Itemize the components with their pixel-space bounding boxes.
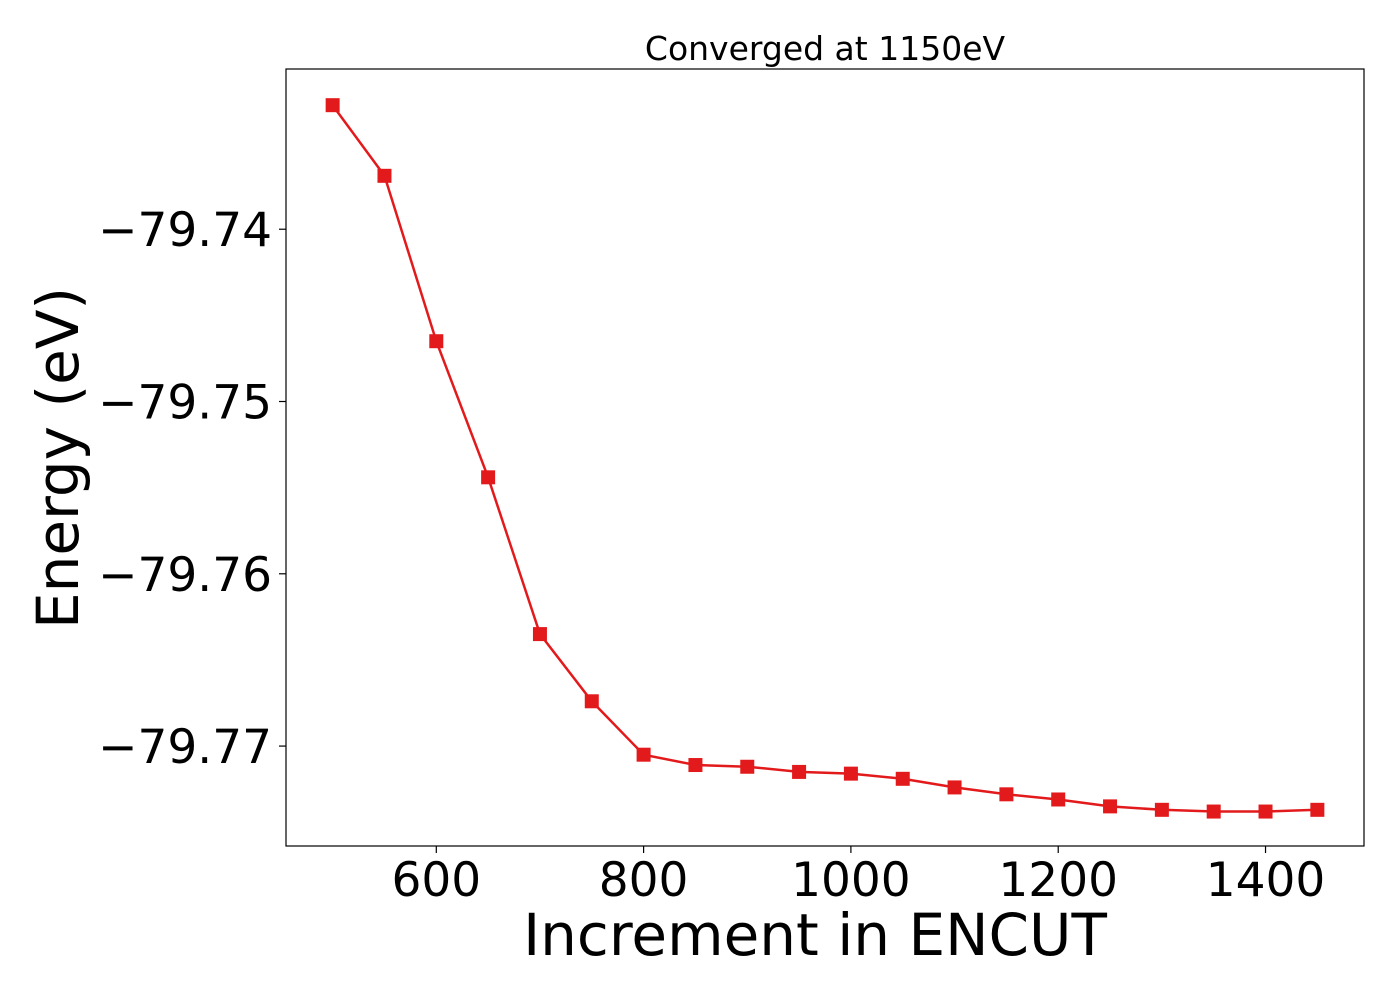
series-line — [331, 104, 1318, 813]
plot-frame — [285, 68, 1365, 847]
data-point — [1206, 804, 1221, 819]
x-axis-label: Increment in ENCUT — [523, 901, 1107, 969]
data-point — [999, 787, 1014, 802]
data-point — [532, 627, 547, 642]
chart-title: Converged at 1150eV — [645, 29, 1006, 68]
data-point — [792, 764, 807, 779]
y-axis-label: Energy (eV) — [24, 287, 92, 629]
data-point — [325, 98, 340, 113]
data-point — [1310, 802, 1325, 817]
data-point — [947, 780, 962, 795]
x-tick-label: 1400 — [1206, 853, 1326, 908]
x-tick-label: 800 — [599, 853, 689, 908]
data-point — [1258, 804, 1273, 819]
data-point — [429, 334, 444, 349]
x-axis: 600 800 1000 1200 1400 — [391, 846, 1325, 908]
x-tick-label: 1000 — [791, 853, 911, 908]
data-point — [1103, 799, 1118, 814]
y-tick-label: −79.76 — [98, 548, 272, 603]
x-tick-label: 600 — [391, 853, 481, 908]
data-point — [481, 470, 496, 485]
data-point — [843, 766, 858, 781]
data-point — [377, 168, 392, 183]
y-axis: −79.74 −79.75 −79.76 −79.77 — [98, 203, 286, 775]
data-point — [895, 771, 910, 786]
data-point — [584, 694, 599, 709]
y-tick-label: −79.77 — [98, 720, 272, 775]
data-point — [636, 747, 651, 762]
y-tick-label: −79.74 — [98, 203, 272, 258]
data-point — [740, 759, 755, 774]
series-energy — [325, 98, 1325, 819]
y-tick-label: −79.75 — [98, 376, 272, 431]
data-point — [1051, 792, 1066, 807]
x-tick-label: 1200 — [998, 853, 1118, 908]
data-point — [688, 758, 703, 773]
data-point — [1154, 802, 1169, 817]
